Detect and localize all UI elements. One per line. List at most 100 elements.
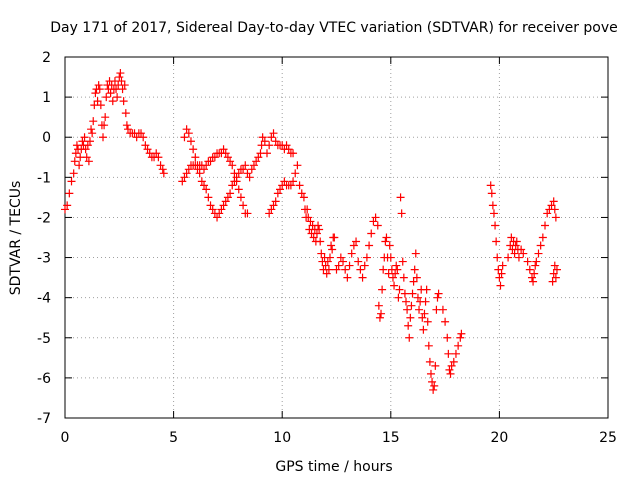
data-point	[154, 153, 163, 162]
data-point	[239, 165, 248, 174]
data-point	[180, 173, 189, 182]
data-point	[106, 89, 115, 98]
data-point	[269, 201, 278, 210]
y-tick-label: -6	[37, 371, 51, 387]
data-point	[541, 221, 550, 230]
data-point	[226, 189, 235, 198]
data-point	[75, 161, 84, 170]
data-point	[180, 133, 189, 142]
data-point	[349, 241, 358, 250]
data-point	[371, 213, 380, 222]
data-point	[120, 81, 129, 90]
data-point	[408, 289, 417, 298]
data-point	[332, 265, 341, 274]
data-point	[184, 129, 193, 138]
data-point	[295, 181, 304, 190]
data-point	[497, 269, 506, 278]
data-point	[457, 329, 466, 338]
y-tick-label: -5	[37, 331, 51, 347]
data-point	[213, 213, 222, 222]
data-point	[204, 193, 213, 202]
data-point	[418, 313, 427, 322]
data-point	[420, 309, 429, 318]
data-point	[236, 193, 245, 202]
y-tick-label: 2	[42, 50, 51, 66]
data-point	[289, 177, 298, 186]
data-point	[386, 253, 395, 262]
data-point	[152, 149, 161, 158]
data-point	[512, 237, 521, 246]
data-point	[122, 121, 131, 130]
data-point	[215, 209, 224, 218]
data-point	[396, 193, 405, 202]
data-point	[393, 265, 402, 274]
data-point	[377, 309, 386, 318]
data-point	[102, 93, 111, 102]
data-point	[525, 265, 534, 274]
x-tick-label: 10	[273, 430, 291, 446]
data-point	[206, 157, 215, 166]
data-point	[265, 209, 274, 218]
data-point	[517, 245, 526, 254]
data-point	[445, 365, 454, 374]
data-point	[93, 97, 102, 106]
data-point	[390, 281, 399, 290]
data-point	[159, 169, 168, 178]
y-axis-label: SDTVAR / TECUs	[8, 181, 24, 296]
data-point	[267, 133, 276, 142]
data-point	[405, 333, 414, 342]
data-point	[241, 161, 250, 170]
data-point	[360, 261, 369, 270]
y-tick-label: 1	[42, 90, 51, 106]
data-point	[260, 137, 269, 146]
data-point	[206, 201, 215, 210]
data-point	[200, 165, 209, 174]
data-point	[61, 205, 69, 214]
data-point	[494, 265, 503, 274]
data-point	[507, 233, 516, 242]
data-point	[398, 257, 407, 266]
data-point	[299, 193, 308, 202]
data-point	[550, 261, 559, 270]
y-tick-label: -2	[37, 210, 51, 226]
data-point	[381, 237, 390, 246]
data-point	[99, 133, 108, 142]
data-point	[123, 125, 132, 134]
data-point	[82, 153, 91, 162]
data-point	[89, 117, 98, 126]
data-point	[382, 233, 391, 242]
data-point	[511, 241, 520, 250]
data-point	[137, 129, 146, 138]
data-point	[234, 185, 243, 194]
data-point	[87, 125, 96, 134]
data-point	[303, 205, 312, 214]
data-point	[221, 149, 230, 158]
data-point	[312, 229, 321, 238]
data-point	[221, 197, 230, 206]
data-point	[327, 241, 336, 250]
data-point	[551, 273, 560, 282]
data-point	[267, 205, 276, 214]
data-point	[314, 221, 323, 230]
data-point	[365, 241, 374, 250]
data-point	[328, 245, 337, 254]
data-point	[356, 265, 365, 274]
data-point	[71, 149, 80, 158]
data-point	[186, 137, 195, 146]
data-point	[184, 165, 193, 174]
data-point	[195, 169, 204, 178]
data-point	[451, 349, 460, 358]
data-point	[247, 165, 256, 174]
data-point	[243, 169, 252, 178]
data-point	[189, 145, 198, 154]
data-point	[219, 201, 228, 210]
data-point	[156, 161, 165, 170]
data-point	[514, 253, 523, 262]
data-point	[116, 69, 125, 78]
data-point	[391, 269, 400, 278]
y-tick-label: 0	[42, 130, 51, 146]
data-point	[182, 125, 191, 134]
data-point	[100, 121, 109, 130]
data-point	[317, 249, 326, 258]
